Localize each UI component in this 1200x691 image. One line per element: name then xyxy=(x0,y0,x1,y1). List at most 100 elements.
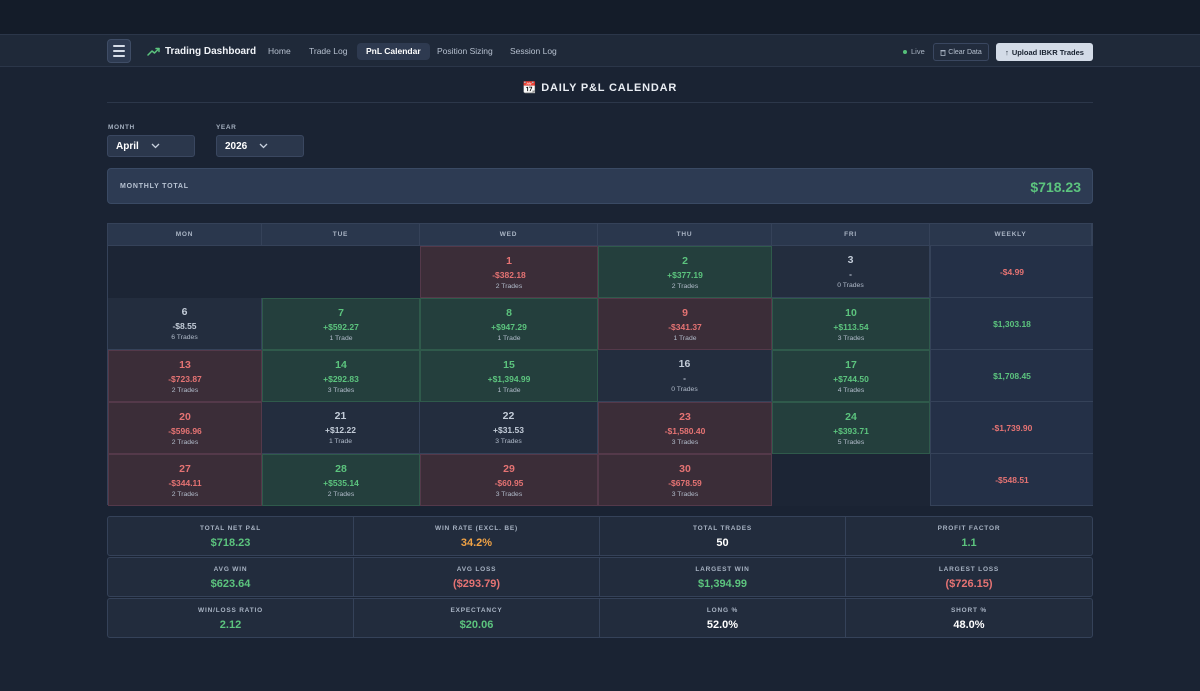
stat-total-net-p-l: TOTAL NET P&L $718.23 xyxy=(108,517,354,555)
day-trade-count: 1 Trade xyxy=(497,387,521,394)
day-pnl: +$377.19 xyxy=(667,270,703,280)
calendar-day-15[interactable]: 15 +$1,394.99 1 Trade xyxy=(420,350,598,402)
stat-value: $20.06 xyxy=(459,619,494,631)
monthly-total-label: MONTHLY TOTAL xyxy=(120,183,189,190)
day-number: 1 xyxy=(506,255,512,267)
page-title: 📆 DAILY P&L CALENDAR xyxy=(522,82,678,94)
nav-trade-log[interactable]: Trade Log xyxy=(309,46,348,56)
weekly-total: $1,303.18 xyxy=(930,298,1093,350)
day-pnl: +$947.29 xyxy=(491,322,527,332)
calendar-day-14[interactable]: 14 +$292.83 3 Trades xyxy=(262,350,420,402)
day-pnl: -$382.18 xyxy=(492,270,526,280)
stat-label: AVG WIN xyxy=(213,566,248,573)
day-pnl: -$723.87 xyxy=(168,374,202,384)
trash-icon xyxy=(940,49,946,56)
calendar-day-6[interactable]: 6 -$8.55 6 Trades xyxy=(108,298,262,350)
stat-largest-loss: LARGEST LOSS ($726.15) xyxy=(846,558,1092,596)
brand-title: Trading Dashboard xyxy=(165,45,257,57)
calendar-day-1[interactable]: 1 -$382.18 2 Trades xyxy=(420,246,598,298)
calendar-day-22[interactable]: 22 +$31.53 3 Trades xyxy=(420,402,598,454)
year-select[interactable]: 2026 xyxy=(216,135,304,157)
trending-up-icon xyxy=(147,47,160,56)
day-number: 6 xyxy=(181,306,188,318)
stat-win-rate-excl-be: WIN RATE (EXCL. BE) 34.2% xyxy=(354,517,600,555)
day-trade-count: 0 Trades xyxy=(671,386,698,393)
stat-label: PROFIT FACTOR xyxy=(937,525,1001,532)
day-pnl: -$678.59 xyxy=(668,478,702,488)
weekly-total: -$1,739.90 xyxy=(930,402,1093,454)
day-trade-count: 3 Trades xyxy=(671,491,699,498)
upload-label: Upload IBKR Trades xyxy=(1011,47,1084,57)
hamburger-menu-button[interactable] xyxy=(107,39,131,63)
live-label: Live xyxy=(911,47,925,56)
month-value: April xyxy=(116,140,139,152)
nav-session-log[interactable]: Session Log xyxy=(510,46,557,56)
upload-arrow-icon: ↑ xyxy=(1005,47,1009,57)
calendar-header-mon: MON xyxy=(108,224,262,246)
stat-short: SHORT % 48.0% xyxy=(846,599,1092,637)
calendar-day-21[interactable]: 21 +$12.22 1 Trade xyxy=(262,402,420,454)
day-number: 3 xyxy=(847,254,854,266)
monthly-total-card: MONTHLY TOTAL $718.23 xyxy=(107,168,1093,204)
stat-largest-win: LARGEST WIN $1,394.99 xyxy=(600,558,846,596)
stat-label: WIN/LOSS RATIO xyxy=(198,607,263,614)
calendar-header-wed: WED xyxy=(420,224,598,246)
stat-label: SHORT % xyxy=(951,607,987,614)
day-pnl: +$592.27 xyxy=(323,322,359,332)
stat-value: 48.0% xyxy=(953,619,985,631)
day-trade-count: 1 Trade xyxy=(328,438,353,445)
day-pnl: - xyxy=(849,269,852,279)
calendar-day-13[interactable]: 13 -$723.87 2 Trades xyxy=(108,350,262,402)
calendar-day-23[interactable]: 23 -$1,580.40 3 Trades xyxy=(598,402,772,454)
day-number: 9 xyxy=(682,307,688,319)
upload-ibkr-trades-button[interactable]: ↑ Upload IBKR Trades xyxy=(996,43,1093,61)
nav-pnl-calendar[interactable]: PnL Calendar xyxy=(357,43,430,60)
calendar-day-28[interactable]: 28 +$535.14 2 Trades xyxy=(262,454,420,506)
day-number: 23 xyxy=(679,411,691,423)
stat-label: TOTAL TRADES xyxy=(692,525,753,532)
day-number: 16 xyxy=(678,358,691,370)
calendar-day-7[interactable]: 7 +$592.27 1 Trade xyxy=(262,298,420,350)
month-select[interactable]: April xyxy=(107,135,195,157)
calendar-day-8[interactable]: 8 +$947.29 1 Trade xyxy=(420,298,598,350)
calendar-day-30[interactable]: 30 -$678.59 3 Trades xyxy=(598,454,772,506)
calendar-day-17[interactable]: 17 +$744.50 4 Trades xyxy=(772,350,930,402)
calendar-day-29[interactable]: 29 -$60.95 3 Trades xyxy=(420,454,598,506)
brand[interactable]: Trading Dashboard xyxy=(147,43,256,59)
day-number: 21 xyxy=(334,410,347,422)
day-number: 10 xyxy=(845,307,857,319)
day-trade-count: 1 Trade xyxy=(673,335,697,342)
day-number: 24 xyxy=(845,411,857,423)
stat-label: LARGEST WIN xyxy=(695,566,750,573)
calendar-empty-cell xyxy=(772,454,930,506)
calendar-day-9[interactable]: 9 -$341.37 1 Trade xyxy=(598,298,772,350)
year-label: YEAR xyxy=(216,124,237,131)
calendar-day-27[interactable]: 27 -$344.11 2 Trades xyxy=(108,454,262,506)
day-trade-count: 6 Trades xyxy=(171,334,198,341)
day-trade-count: 3 Trades xyxy=(837,335,865,342)
calendar-day-24[interactable]: 24 +$393.71 5 Trades xyxy=(772,402,930,454)
day-pnl: +$1,394.99 xyxy=(487,374,531,384)
nav-home[interactable]: Home xyxy=(268,46,291,56)
day-trade-count: 1 Trade xyxy=(329,335,353,342)
month-label: MONTH xyxy=(108,124,135,131)
calendar-day-20[interactable]: 20 -$596.96 2 Trades xyxy=(108,402,262,454)
stat-value: 52.0% xyxy=(706,619,739,631)
day-trade-count: 2 Trades xyxy=(495,283,523,290)
monthly-total-value: $718.23 xyxy=(1030,179,1081,195)
calendar-day-2[interactable]: 2 +$377.19 2 Trades xyxy=(598,246,772,298)
clear-data-button[interactable]: Clear Data xyxy=(933,43,989,61)
weekly-total: -$548.51 xyxy=(930,454,1093,506)
stat-profit-factor: PROFIT FACTOR 1.1 xyxy=(846,517,1092,555)
nav-position-sizing[interactable]: Position Sizing xyxy=(437,46,493,56)
calendar-day-16[interactable]: 16 - 0 Trades xyxy=(598,350,772,402)
day-pnl: +$31.53 xyxy=(493,425,524,435)
day-trade-count: 2 Trades xyxy=(671,283,699,290)
stat-value: 34.2% xyxy=(460,537,493,549)
day-pnl: -$596.96 xyxy=(168,426,202,436)
calendar-day-3[interactable]: 3 - 0 Trades xyxy=(772,246,930,298)
stat-long: LONG % 52.0% xyxy=(600,599,846,637)
window-top-strip xyxy=(0,0,1200,34)
day-pnl: -$1,580.40 xyxy=(664,426,706,436)
calendar-day-10[interactable]: 10 +$113.54 3 Trades xyxy=(772,298,930,350)
